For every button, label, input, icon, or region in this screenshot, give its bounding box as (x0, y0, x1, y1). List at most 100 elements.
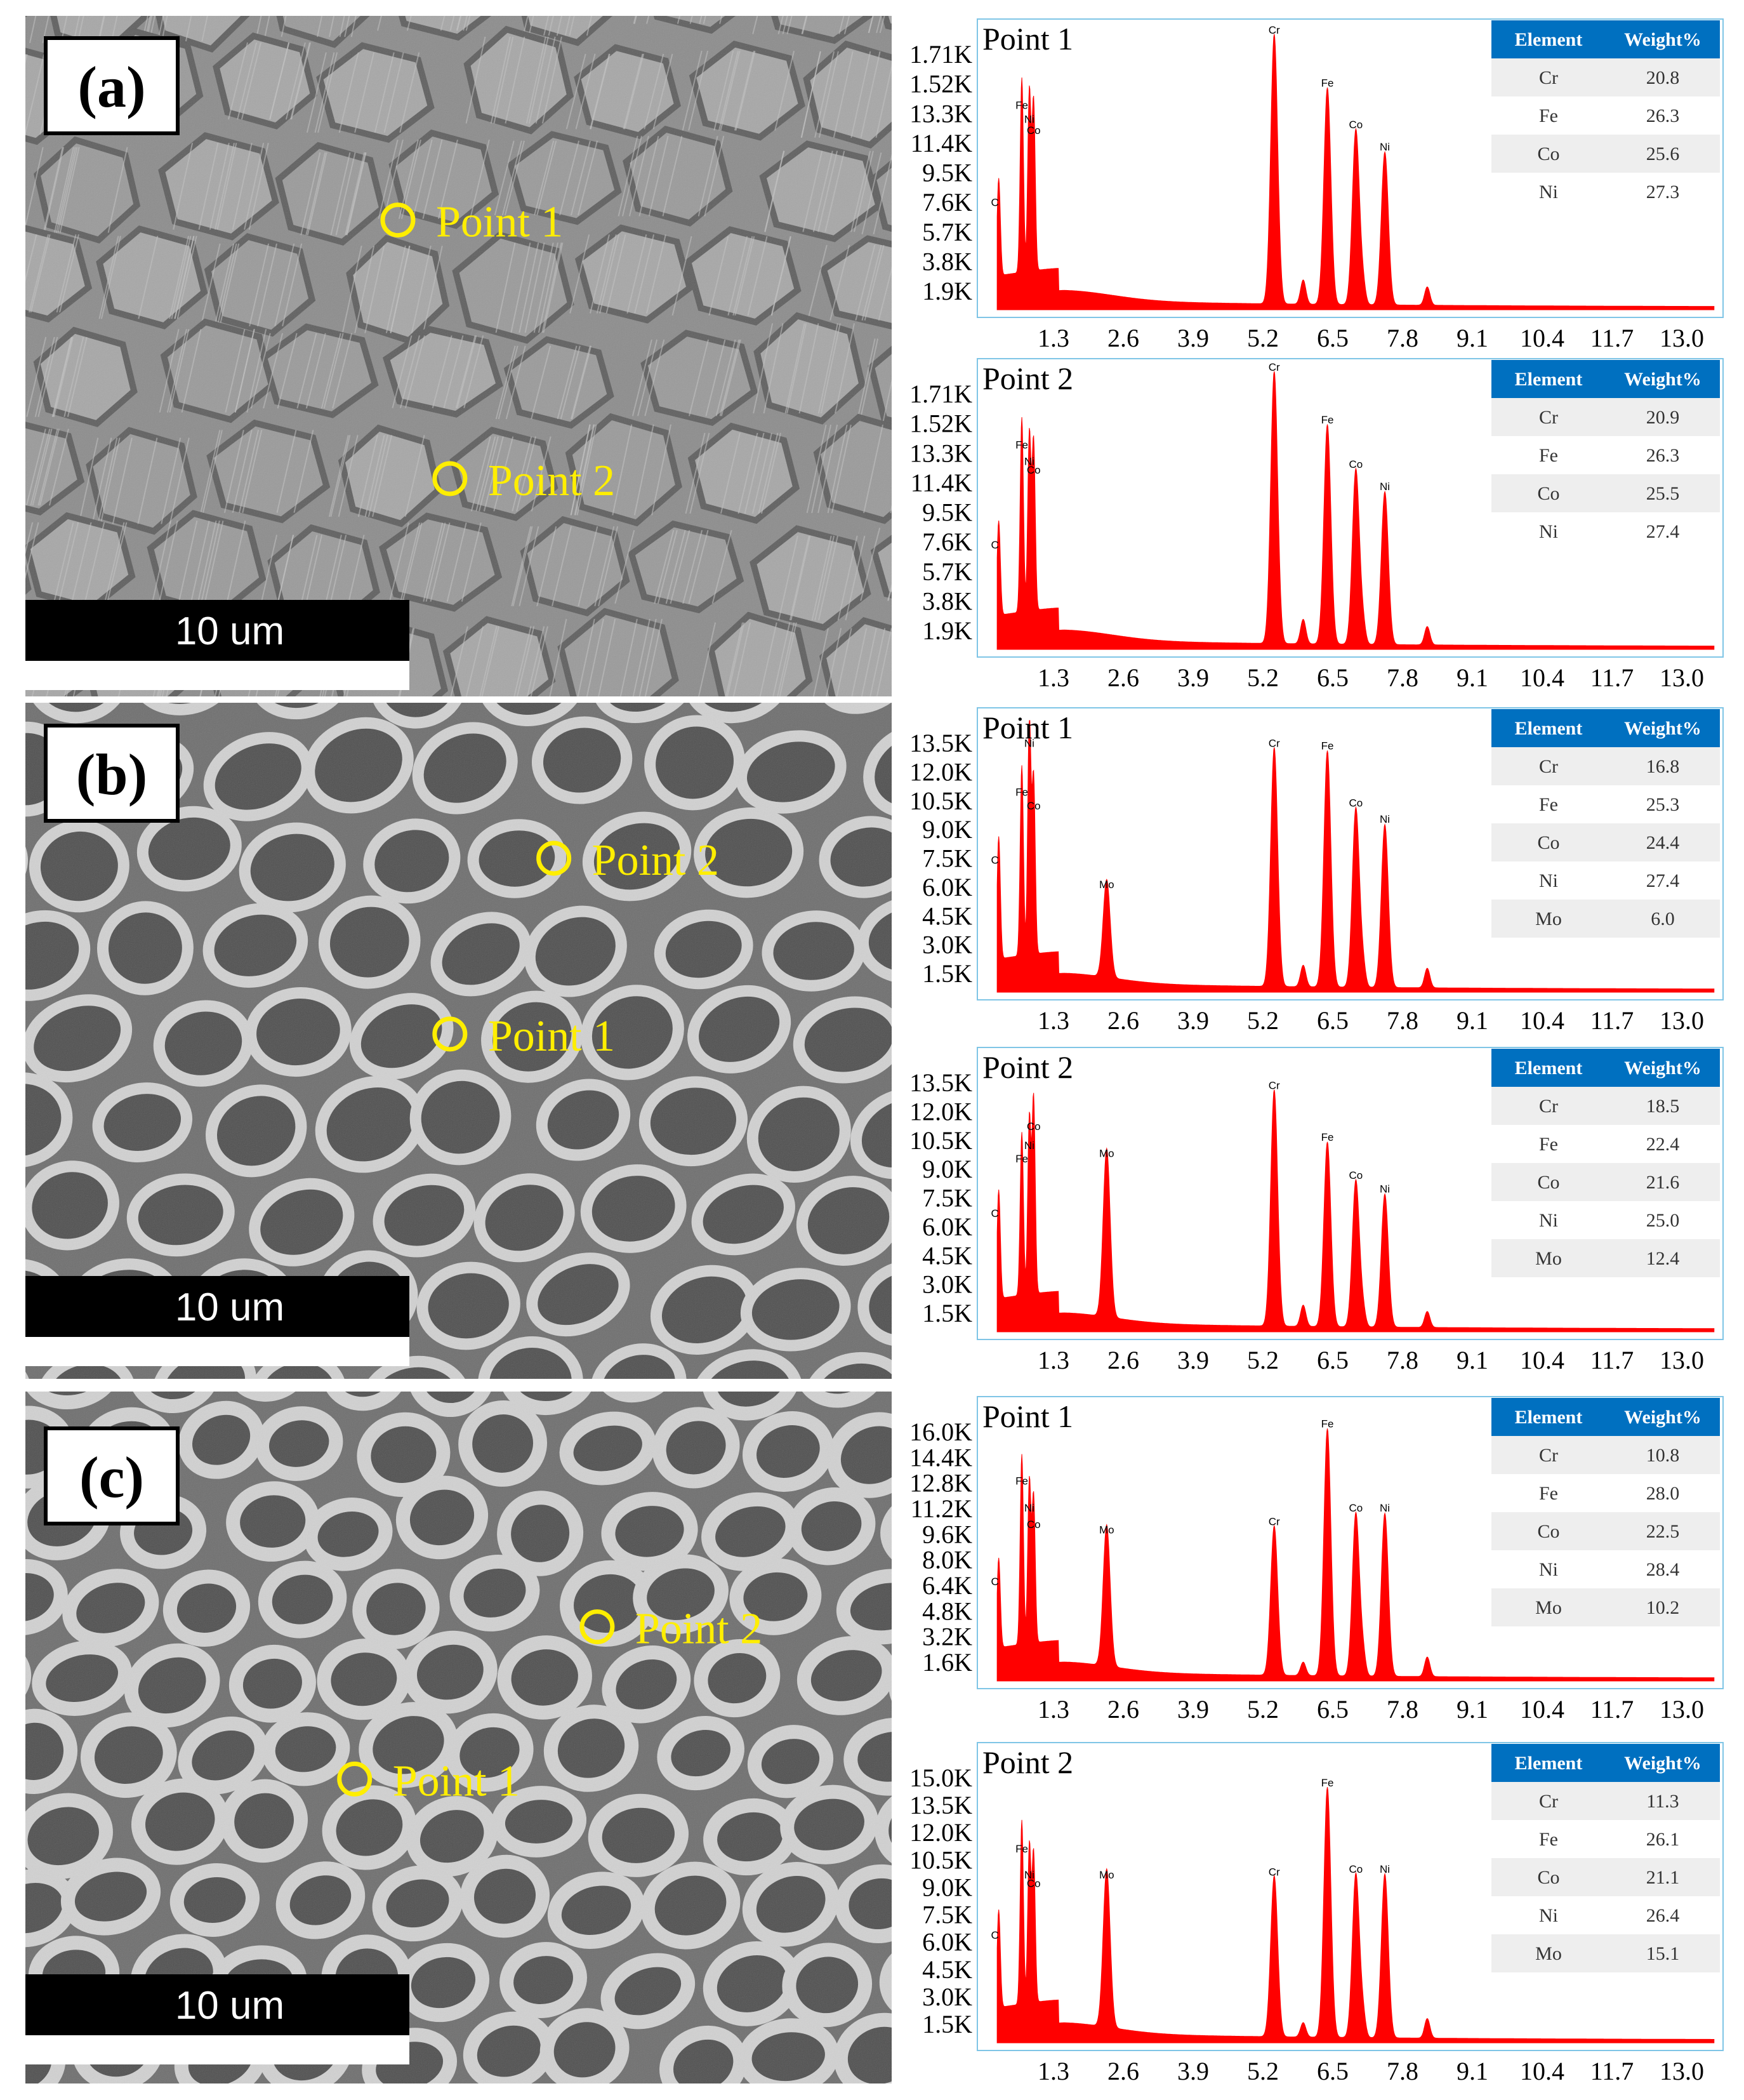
x-tick-label: 1.3 (1038, 2057, 1069, 2085)
table-cell: 22.4 (1646, 1134, 1680, 1155)
peak-label: Ni (1024, 1869, 1034, 1881)
x-tick-label: 7.8 (1387, 1006, 1418, 1035)
peak-label: Co (1349, 458, 1363, 470)
peak-label: C (991, 1929, 999, 1941)
point-marker: Point 1 (432, 1012, 615, 1061)
table-cell: Fe (1539, 1483, 1558, 1504)
point-marker: Point 2 (536, 836, 719, 885)
peak-label: Co (1349, 119, 1363, 131)
y-tick-label: 7.5K (922, 1184, 972, 1213)
panel-label: (a) (44, 36, 180, 135)
y-tick-label: 6.0K (922, 1213, 972, 1241)
peak-label: Ni (1380, 1502, 1390, 1514)
x-tick-label: 3.9 (1177, 1695, 1209, 1724)
table-cell: Co (1537, 1867, 1559, 1888)
peak-label: Fe (1321, 1777, 1334, 1789)
y-tick-label: 4.5K (922, 1241, 972, 1270)
x-tick-label: 10.4 (1520, 663, 1564, 692)
table-cell: 18.5 (1646, 1096, 1680, 1117)
x-tick-label: 2.6 (1107, 2057, 1139, 2085)
y-tick-label: 1.5K (922, 959, 972, 988)
table-cell: 20.9 (1646, 407, 1680, 428)
x-tick-label: 6.5 (1317, 1695, 1349, 1724)
y-tick-label: 13.5K (909, 1791, 972, 1819)
y-tick-label: 4.8K (922, 1597, 972, 1625)
x-tick-label: 1.3 (1038, 324, 1069, 352)
x-tick-label: 7.8 (1387, 2057, 1418, 2085)
table-cell: Ni (1539, 521, 1558, 542)
table-cell: Ni (1539, 870, 1558, 891)
table-header-cell: Weight% (1624, 718, 1701, 739)
x-tick-label: 7.8 (1387, 1346, 1418, 1374)
scale-bar: 10 um (25, 1276, 409, 1366)
x-tick-label: 2.6 (1107, 1346, 1139, 1374)
peak-label: Cr (1269, 737, 1280, 749)
y-tick-label: 12.0K (909, 757, 972, 786)
marker-circle-icon (579, 1609, 615, 1645)
y-tick-label: 13.3K (909, 99, 972, 128)
y-tick-label: 1.52K (909, 70, 972, 98)
y-tick-label: 1.5K (922, 2010, 972, 2038)
table-cell: Cr (1539, 1791, 1558, 1812)
table-cell: 20.8 (1646, 67, 1680, 88)
table-cell: 16.8 (1646, 756, 1680, 777)
composition-table: Element Weight% Cr 20.9 Fe 26.3 Co 25.5 Ni 27.4 (1491, 360, 1720, 550)
table-cell: 10.2 (1646, 1597, 1680, 1618)
x-tick-label: 5.2 (1247, 324, 1279, 352)
spectrum-title: Point 2 (982, 1049, 1073, 1085)
x-tick-label: 10.4 (1520, 324, 1564, 352)
peak-label: Fe (1321, 414, 1334, 426)
table-cell: Mo (1535, 1597, 1562, 1618)
x-tick-label: 9.1 (1457, 1006, 1488, 1035)
marker-circle-icon (432, 461, 468, 496)
x-tick-label: 2.6 (1107, 1695, 1139, 1724)
y-tick-label: 10.5K (909, 1845, 972, 1874)
spectrum-title: Point 2 (982, 1744, 1073, 1780)
y-tick-label: 9.5K (922, 159, 972, 187)
peak-label: Fe (1015, 1475, 1028, 1487)
marker-label: Point 2 (488, 456, 615, 505)
panel-label-text: (b) (76, 742, 147, 807)
composition-table: Element Weight% Cr 11.3 Fe 26.1 Co 21.1 Ni 26.4 Mo… (1491, 1744, 1720, 1972)
y-tick-label: 4.5K (922, 901, 972, 930)
x-tick-label: 10.4 (1520, 1346, 1564, 1374)
y-tick-label: 11.4K (911, 469, 973, 497)
table-cell: Ni (1539, 1559, 1558, 1580)
peak-label: C (991, 539, 999, 551)
y-tick-label: 1.9K (922, 616, 972, 645)
table-cell: 25.3 (1646, 794, 1680, 815)
table-cell: Fe (1539, 1134, 1558, 1155)
table-cell: 26.3 (1646, 105, 1680, 126)
table-cell: 12.4 (1646, 1248, 1680, 1269)
y-tick-label: 12.8K (909, 1469, 972, 1498)
table-cell: 21.6 (1646, 1172, 1680, 1193)
peak-label: Cr (1269, 361, 1280, 373)
spectrum-area (996, 1787, 1715, 2044)
y-tick-label: 7.6K (922, 528, 972, 556)
y-tick-label: 9.6K (922, 1520, 972, 1548)
table-cell: 25.5 (1646, 483, 1680, 504)
x-tick-label: 13.0 (1660, 2057, 1704, 2085)
marker-label: Point 1 (436, 198, 563, 247)
peak-label: Co (1027, 1877, 1041, 1889)
marker-label: Point 1 (488, 1012, 615, 1061)
x-tick-label: 11.7 (1590, 1346, 1634, 1374)
table-cell: 11.3 (1646, 1791, 1679, 1812)
x-tick-label: 2.6 (1107, 663, 1139, 692)
table-header-cell: Weight% (1624, 369, 1701, 390)
peak-label: Cr (1269, 24, 1280, 36)
table-cell: 22.5 (1646, 1521, 1680, 1542)
y-tick-label: 13.5K (909, 729, 972, 757)
y-tick-label: 5.7K (922, 557, 972, 586)
y-tick-label: 9.0K (922, 815, 972, 844)
table-cell: Co (1537, 143, 1559, 164)
x-tick-label: 1.3 (1038, 1695, 1069, 1724)
x-tick-label: 7.8 (1387, 1695, 1418, 1724)
y-tick-label: 3.2K (922, 1623, 972, 1651)
spectrum-title: Point 1 (982, 21, 1073, 56)
peak-label: Fe (1015, 1843, 1028, 1855)
y-tick-label: 1.5K (922, 1299, 972, 1327)
peak-label: Co (1349, 1169, 1363, 1181)
